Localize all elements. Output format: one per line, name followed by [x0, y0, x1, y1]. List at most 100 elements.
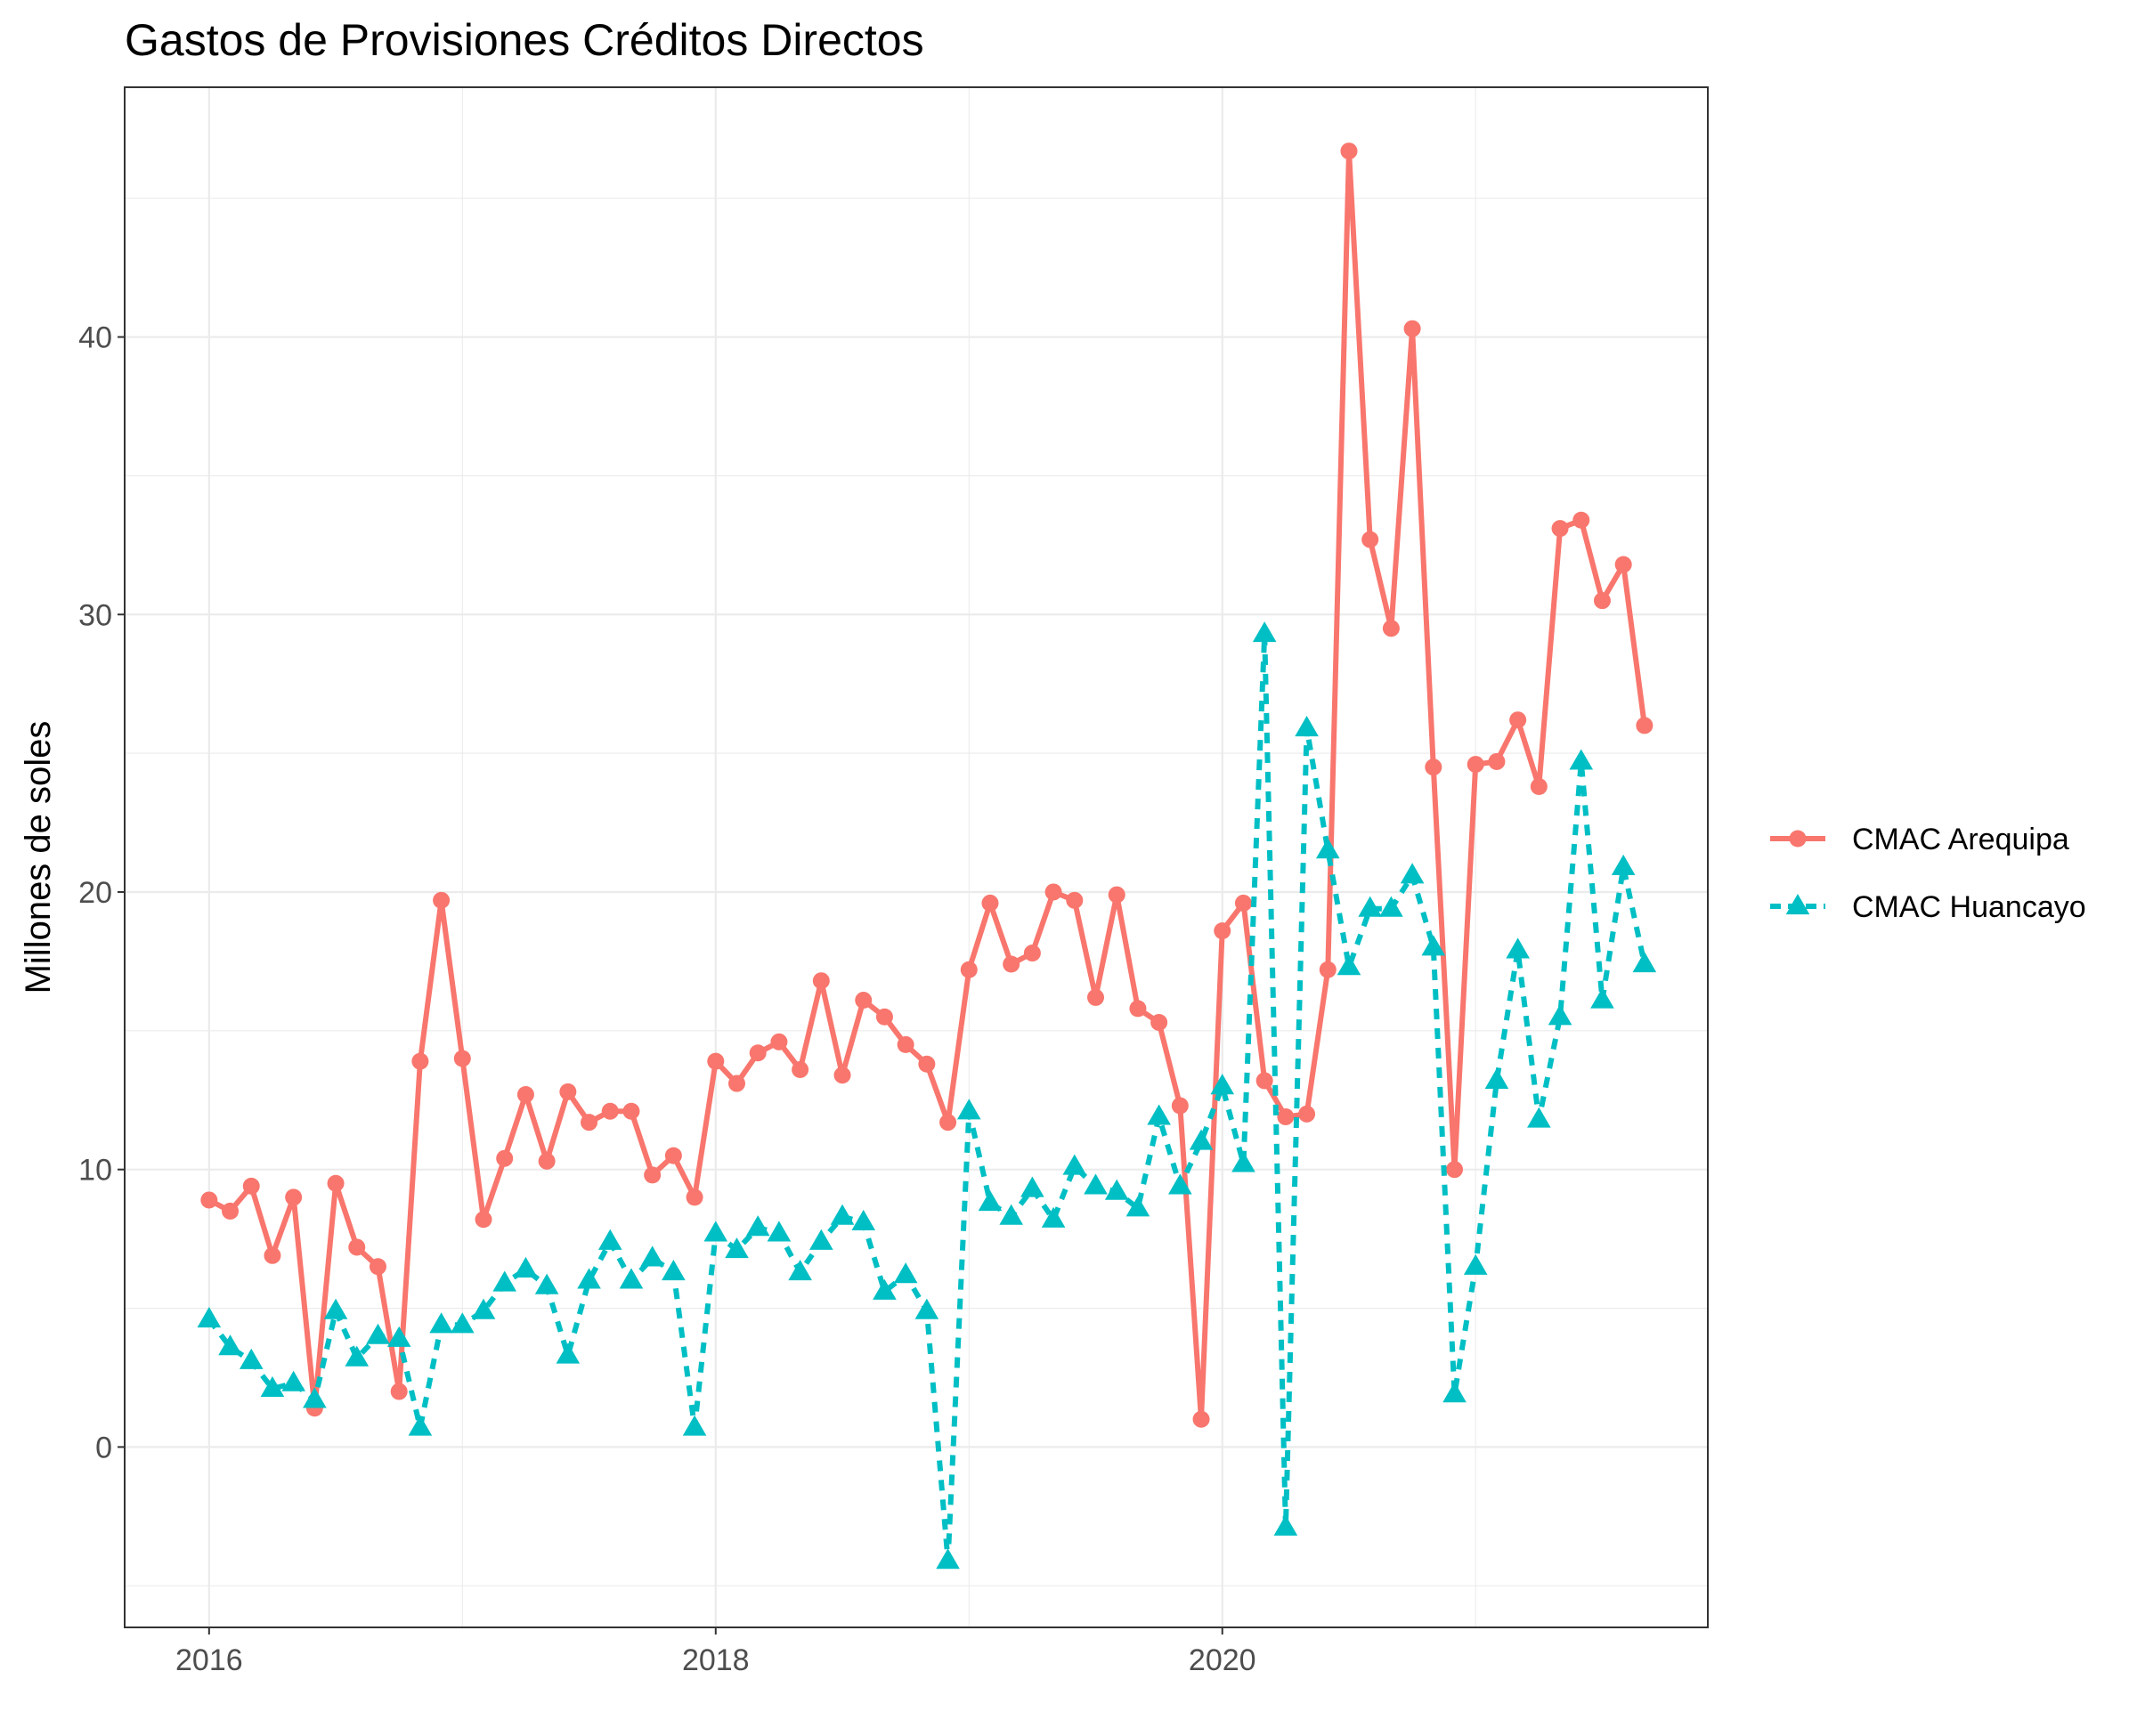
data-point — [429, 1312, 453, 1334]
data-point — [1548, 1004, 1572, 1026]
data-point — [1463, 1253, 1488, 1275]
data-point — [875, 1008, 893, 1026]
data-point — [345, 1345, 370, 1367]
data-point — [1084, 1173, 1108, 1195]
data-point — [619, 1268, 644, 1289]
data-point — [770, 1033, 788, 1051]
data-point — [1379, 896, 1403, 917]
data-point — [264, 1246, 281, 1264]
data-point — [1210, 1074, 1235, 1095]
data-point — [538, 1152, 556, 1170]
series-layer — [197, 142, 1657, 1570]
chart-title: Gastos de Provisiones Créditos Directos — [125, 15, 924, 65]
legend-key-marker — [1789, 830, 1807, 848]
data-point — [1234, 894, 1252, 912]
data-point — [749, 1044, 767, 1062]
data-point — [1467, 756, 1484, 774]
data-point — [1593, 592, 1611, 610]
data-point — [496, 1149, 514, 1167]
data-point — [1147, 1104, 1171, 1125]
data-point — [492, 1270, 517, 1292]
legend-item: CMAC Huancayo — [1770, 890, 2086, 924]
data-point — [1171, 1097, 1189, 1115]
data-point — [1062, 1154, 1087, 1175]
data-point — [516, 1086, 534, 1104]
data-point — [1632, 952, 1657, 973]
data-point — [1551, 520, 1569, 538]
data-point — [1488, 752, 1506, 770]
data-point — [788, 1260, 812, 1281]
data-point — [1340, 142, 1358, 160]
legend: CMAC Arequipa CMAC Huancayo — [1770, 823, 2086, 924]
data-point — [1319, 961, 1337, 978]
plot-panel-border — [124, 86, 1709, 1628]
data-point — [1189, 1129, 1214, 1150]
data-point — [1446, 1161, 1464, 1179]
data-point — [644, 1166, 662, 1184]
data-point — [725, 1237, 749, 1259]
series-cmac-arequipa — [200, 142, 1654, 1428]
data-point — [981, 894, 999, 912]
data-point — [1572, 511, 1590, 529]
data-point — [1168, 1173, 1192, 1195]
data-point — [581, 1114, 598, 1132]
data-point — [1003, 955, 1020, 973]
y-axis-title: Millones de soles — [19, 721, 58, 994]
data-point — [1020, 1176, 1044, 1197]
data-point — [222, 1202, 240, 1220]
data-point — [366, 1323, 390, 1344]
legend-label: CMAC Huancayo — [1852, 890, 2086, 924]
data-point — [622, 1102, 640, 1120]
data-point — [703, 1221, 728, 1242]
data-point — [918, 1055, 936, 1073]
data-point — [914, 1298, 939, 1319]
data-point — [1255, 1072, 1273, 1090]
data-point — [640, 1245, 664, 1267]
data-point — [242, 1177, 260, 1195]
data-point — [956, 1099, 981, 1120]
data-point — [1192, 1410, 1210, 1428]
data-point — [792, 1060, 809, 1078]
data-point — [1044, 883, 1062, 901]
data-point — [1484, 1067, 1509, 1090]
y-tick-label: 10 — [78, 1154, 112, 1188]
data-point — [534, 1273, 559, 1294]
data-point — [559, 1083, 577, 1100]
data-point — [1400, 863, 1425, 884]
data-point — [239, 1348, 264, 1369]
y-tick-label: 20 — [78, 876, 112, 910]
data-point — [348, 1238, 366, 1256]
data-point — [893, 1262, 918, 1284]
data-point — [1108, 886, 1125, 904]
data-point — [369, 1258, 386, 1276]
data-point — [475, 1211, 492, 1229]
data-point — [514, 1256, 538, 1278]
data-point — [1361, 531, 1379, 548]
data-point — [1509, 711, 1527, 729]
data-point — [833, 1067, 851, 1084]
data-point — [873, 1278, 897, 1300]
data-point — [662, 1260, 686, 1281]
data-point — [1382, 620, 1400, 637]
data-point — [1530, 778, 1548, 796]
legend-label: CMAC Arequipa — [1852, 823, 2069, 856]
data-point — [1295, 716, 1319, 737]
data-point — [960, 961, 978, 978]
data-point — [386, 1326, 411, 1347]
data-point — [1252, 621, 1277, 643]
series-cmac-huancayo — [197, 621, 1657, 1570]
data-point — [281, 1370, 305, 1391]
data-point — [1298, 1105, 1316, 1123]
data-point — [1150, 1013, 1168, 1031]
data-point — [303, 1387, 327, 1408]
data-point — [1023, 945, 1041, 962]
data-point — [1129, 1000, 1147, 1018]
data-point — [999, 1204, 1023, 1225]
data-point — [1425, 758, 1442, 776]
data-point — [1636, 717, 1654, 734]
data-point — [260, 1375, 285, 1398]
data-point — [767, 1221, 792, 1242]
data-point — [200, 1191, 218, 1209]
data-point — [1087, 988, 1105, 1006]
